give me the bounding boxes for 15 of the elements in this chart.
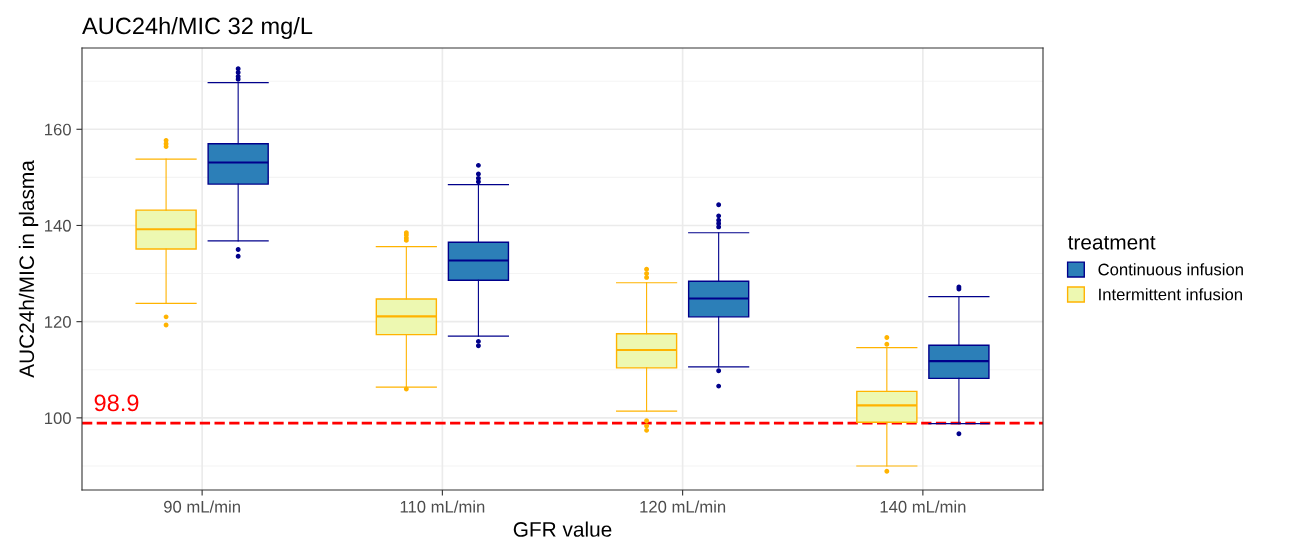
y-tick-label: 100	[45, 412, 71, 425]
x-tick-label: 140 mL/min	[880, 500, 966, 513]
y-axis-title: AUC24h/MIC in plasma	[18, 160, 39, 378]
chart-title: AUC24h/MIC 32 mg/L	[82, 17, 313, 40]
legend-title: treatment	[1067, 235, 1156, 250]
x-tick-label: 120 mL/min	[640, 500, 726, 513]
x-axis-title: GFR value	[513, 521, 612, 537]
y-tick-label: 160	[45, 123, 71, 136]
y-tick-label: 140	[45, 219, 71, 232]
legend-label: Intermittent infusion	[1099, 288, 1242, 301]
y-tick-label: 120	[45, 316, 71, 328]
legend-label: Continuous infusion	[1098, 263, 1243, 276]
x-tick-label: 110 mL/min	[400, 500, 485, 513]
x-tick-label: 90 mL/min	[164, 500, 240, 513]
ref-line-label: 98.9	[94, 394, 139, 412]
